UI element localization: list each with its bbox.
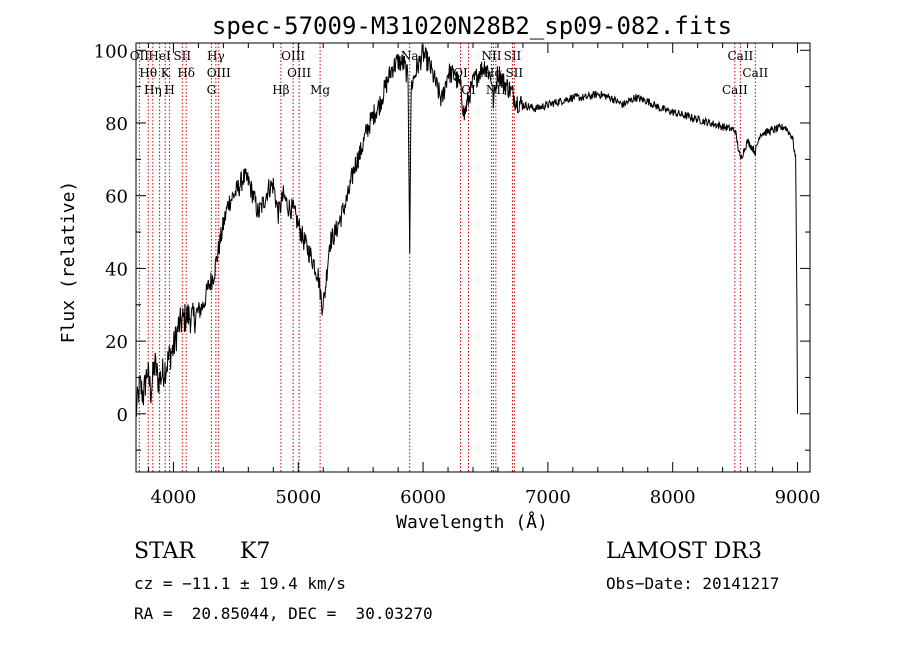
spectral-line-label: Mg (310, 83, 330, 97)
spectral-line-label: HeI (148, 49, 171, 63)
spectral-line-label: G (207, 83, 217, 97)
spectral-line-label: Hβ (272, 83, 289, 97)
flux-series-line (136, 45, 798, 416)
spectral-line-label: Hγ (207, 49, 225, 63)
spectral-line-label: K (161, 66, 171, 80)
spectral-line-label: Hδ (177, 66, 195, 80)
y-tick-label: 20 (105, 332, 128, 353)
spectral-line-label: Hθ (139, 66, 157, 80)
y-tick-label: 60 (105, 187, 128, 208)
x-tick-label: 6000 (400, 487, 446, 508)
y-tick-label: 80 (105, 114, 128, 135)
x-tick-label: 8000 (650, 487, 696, 508)
spectral-line-label: OIII (207, 66, 231, 80)
spectral-line-label: OI (461, 83, 476, 97)
x-tick-label: 7000 (525, 487, 571, 508)
x-tick-label: 9000 (775, 487, 821, 508)
chart-title: spec-57009-M31020N28B2_sp09-082.fits (212, 12, 732, 40)
object-class: STAR (134, 539, 195, 564)
y-tick-label: 0 (117, 405, 128, 426)
survey-label: LAMOST DR3 (606, 539, 762, 564)
coordinates: RA = 20.85044, DEC = 30.03270 (134, 604, 433, 623)
obs-date: Obs−Date: 20141217 (606, 574, 779, 593)
spectral-line-label: NII (481, 49, 501, 63)
y-tick-label: 40 (105, 259, 128, 280)
y-tick-label: 100 (94, 41, 128, 62)
plot-frame (136, 43, 810, 472)
y-axis-label: Flux (relative) (58, 181, 79, 344)
spectral-line-label: OIII (287, 66, 311, 80)
spectral-line-label: OIII (281, 49, 305, 63)
spectral-line-label: CaII (722, 83, 748, 97)
spectral-line-label: Hη (144, 83, 162, 97)
x-tick-label: 4000 (151, 487, 197, 508)
spectral-line-label: CaII (742, 66, 768, 80)
spectral-line-label: CaII (727, 49, 753, 63)
spectral-line-label: H (164, 83, 174, 97)
spectral-line-label: SII (504, 49, 522, 63)
spectral-line-label: SII (173, 49, 191, 63)
spectral-line-label: SII (505, 66, 523, 80)
redshift-cz: cz = −11.1 ± 19.4 km/s (134, 574, 346, 593)
spectral-line-label: OII (130, 49, 150, 63)
object-subclass: K7 (240, 539, 270, 564)
x-axis-label: Wavelength (Å) (396, 511, 548, 533)
x-tick-label: 5000 (275, 487, 321, 508)
